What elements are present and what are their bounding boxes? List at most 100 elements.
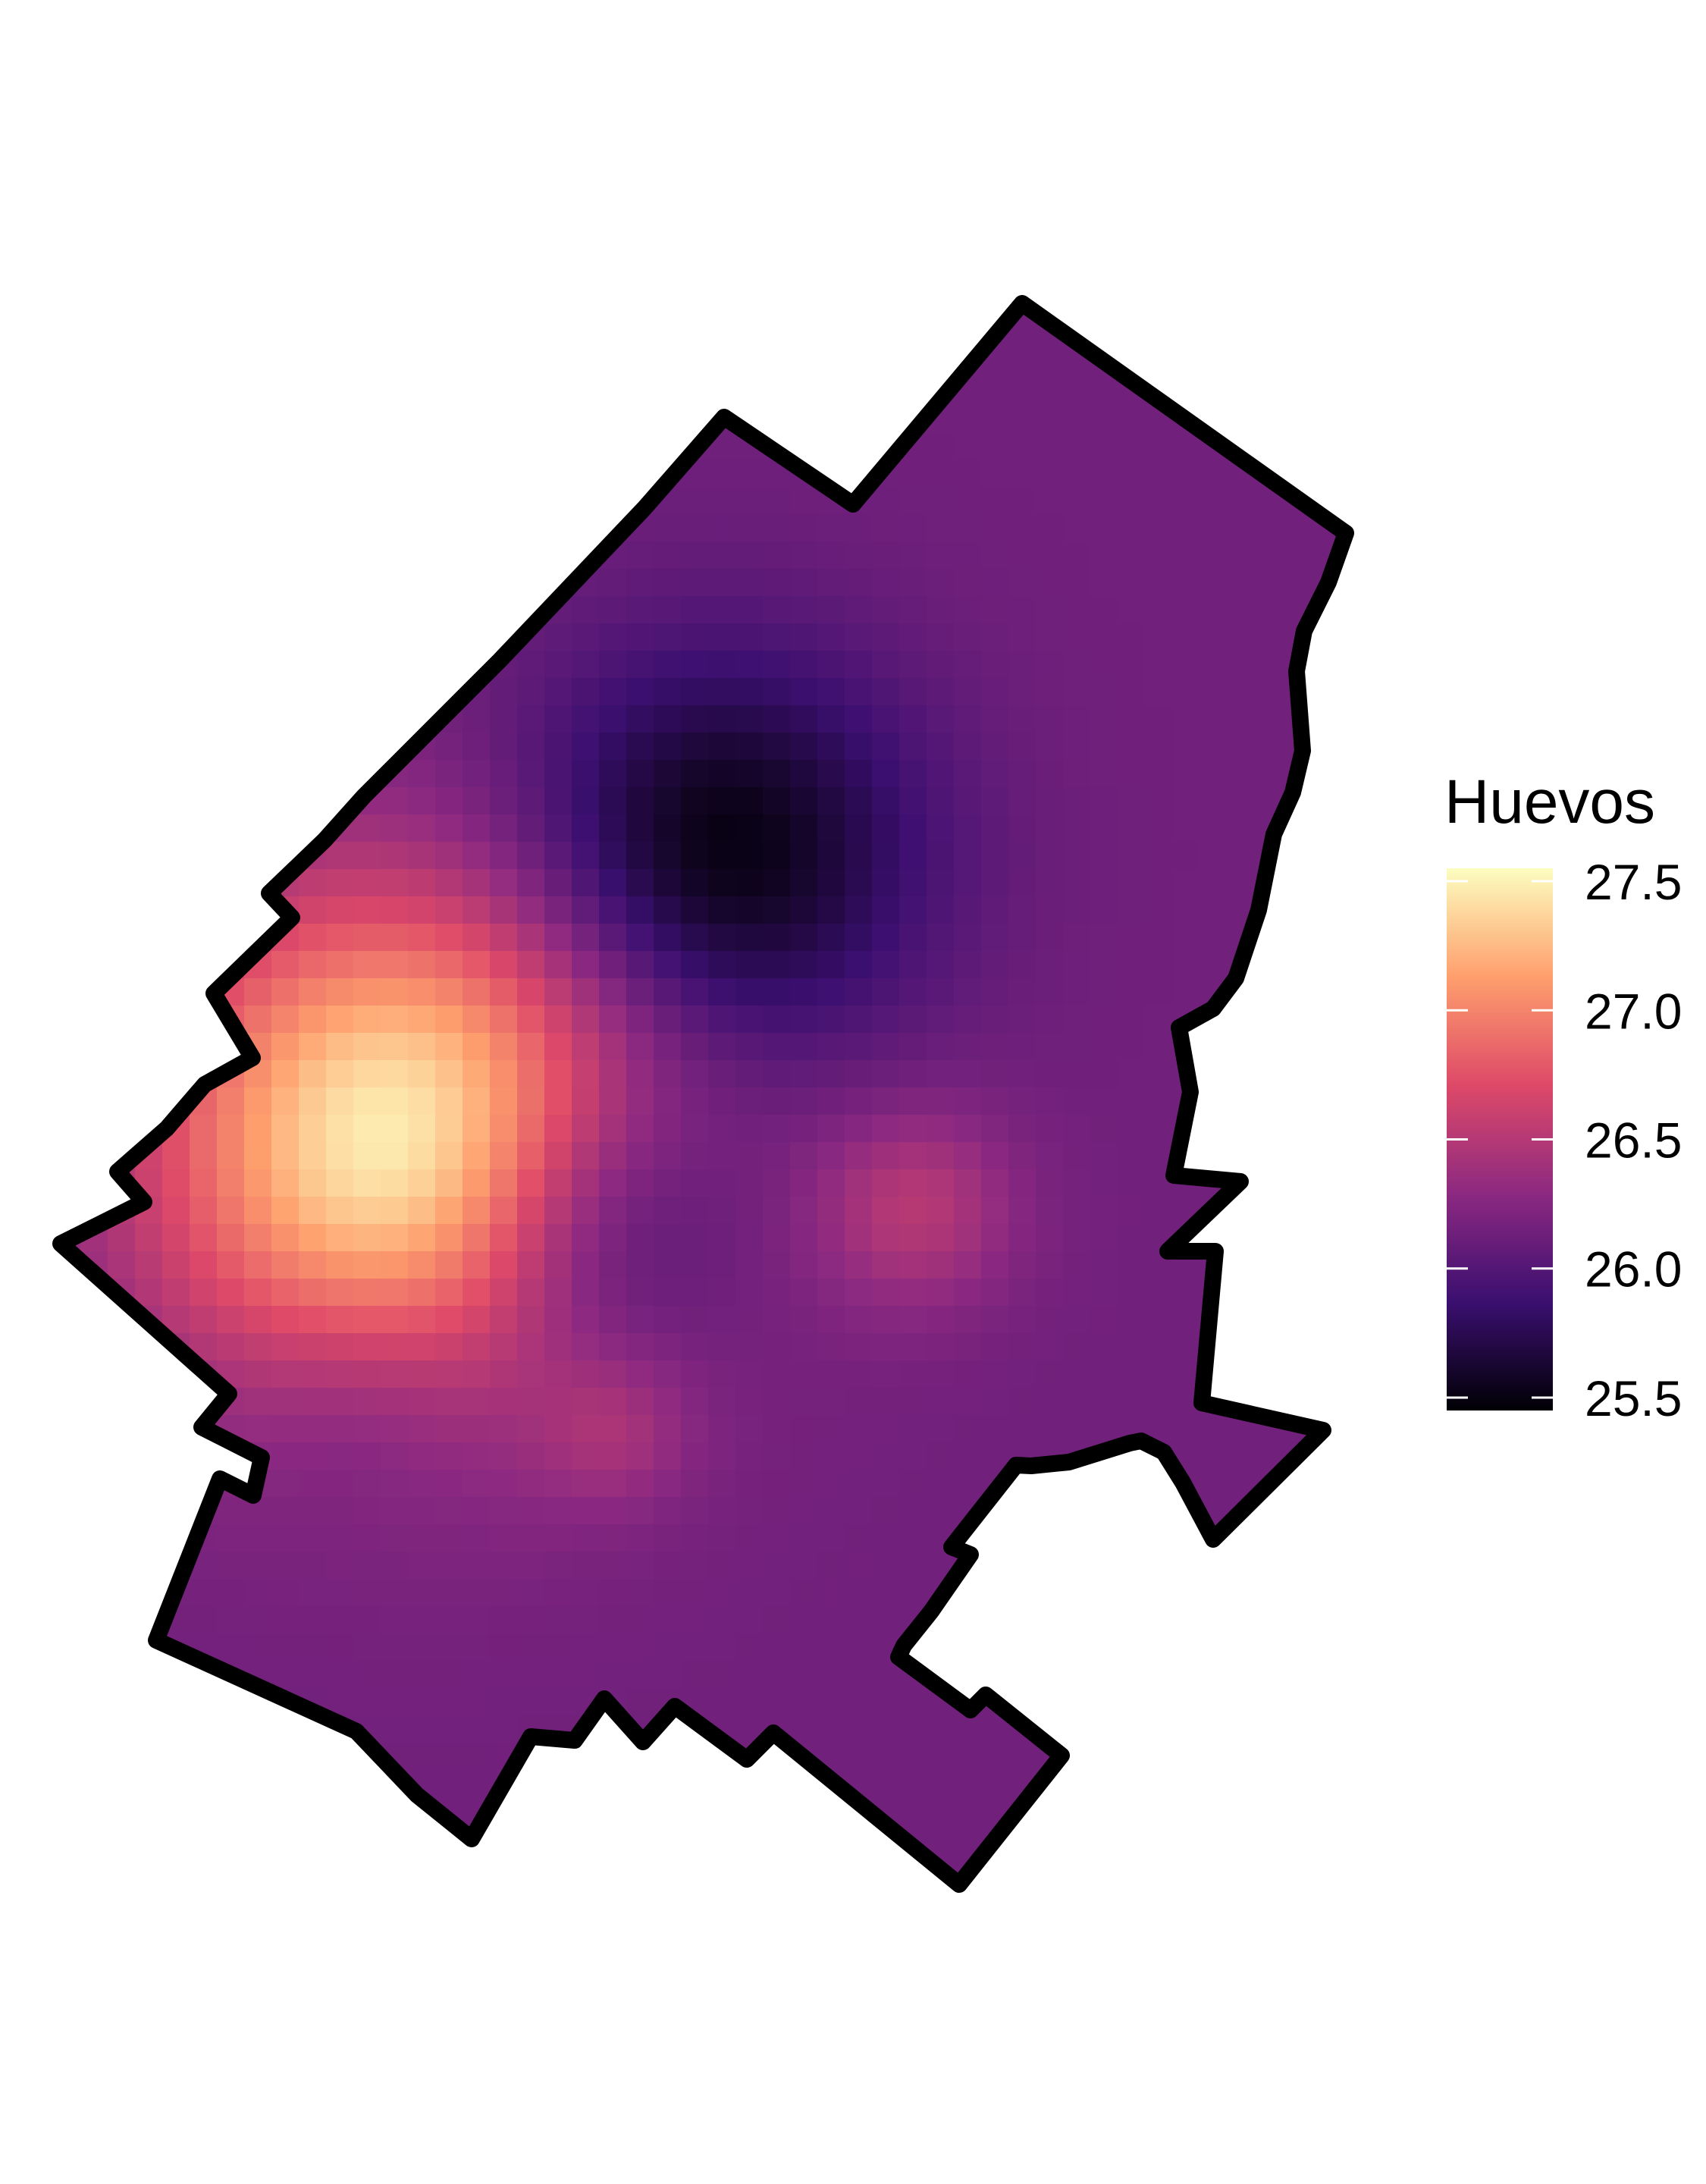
heatmap-cell bbox=[626, 1333, 654, 1361]
heatmap-cell bbox=[763, 1006, 791, 1034]
heatmap-cell bbox=[217, 378, 245, 406]
heatmap-cell bbox=[1036, 1388, 1064, 1416]
heatmap-cell bbox=[544, 1633, 572, 1662]
heatmap-cell bbox=[463, 378, 491, 406]
heatmap-cell bbox=[681, 1879, 709, 1884]
heatmap-cell bbox=[271, 1633, 299, 1662]
heatmap-cell bbox=[80, 596, 108, 624]
heatmap-cell bbox=[899, 651, 927, 679]
heatmap-cell bbox=[326, 1251, 354, 1279]
heatmap-cell bbox=[817, 323, 845, 351]
heatmap-cell bbox=[217, 1797, 245, 1825]
heatmap-cell bbox=[1118, 1169, 1146, 1197]
heatmap-cell bbox=[108, 569, 136, 597]
heatmap-cell bbox=[954, 1142, 982, 1170]
heatmap-cell bbox=[790, 1579, 818, 1607]
heatmap-cell bbox=[135, 1060, 163, 1088]
heatmap-cell bbox=[899, 1033, 927, 1061]
heatmap-cell bbox=[1281, 1197, 1309, 1225]
heatmap-cell bbox=[135, 1006, 163, 1034]
heatmap-cell bbox=[1036, 1497, 1064, 1525]
heatmap-cell bbox=[1090, 1606, 1118, 1634]
heatmap-cell bbox=[572, 460, 600, 488]
heatmap-cell bbox=[899, 1333, 927, 1361]
heatmap-cell bbox=[408, 787, 436, 815]
heatmap-cell bbox=[1254, 378, 1282, 406]
heatmap-cell bbox=[1281, 1224, 1309, 1252]
heatmap-cell bbox=[162, 350, 190, 378]
heatmap-cell bbox=[217, 460, 245, 488]
heatmap-cell bbox=[271, 1087, 299, 1116]
heatmap-cell bbox=[899, 1470, 927, 1498]
heatmap-cell bbox=[1118, 1797, 1146, 1825]
heatmap-cell bbox=[763, 651, 791, 679]
heatmap-cell bbox=[1036, 1415, 1064, 1443]
heatmap-cell bbox=[353, 596, 381, 624]
heatmap-cell bbox=[271, 705, 299, 733]
heatmap-cell bbox=[1172, 623, 1200, 651]
heatmap-cell bbox=[1118, 842, 1146, 870]
heatmap-cell bbox=[1145, 1197, 1173, 1225]
heatmap-cell bbox=[1172, 924, 1200, 952]
heatmap-cell bbox=[408, 1087, 436, 1116]
heatmap-cell bbox=[435, 432, 463, 460]
heatmap-cell bbox=[735, 1524, 764, 1552]
heatmap-cell bbox=[1336, 705, 1346, 733]
heatmap-cell bbox=[1118, 1251, 1146, 1279]
heatmap-cell bbox=[1090, 1770, 1118, 1798]
heatmap-cell bbox=[217, 869, 245, 897]
heatmap-cell bbox=[1145, 432, 1173, 460]
heatmap-cell bbox=[954, 569, 982, 597]
heatmap-cell bbox=[1309, 1852, 1337, 1880]
heatmap-cell bbox=[61, 1661, 81, 1689]
heatmap-cell bbox=[353, 814, 381, 843]
heatmap-cell bbox=[681, 1197, 709, 1225]
heatmap-cell bbox=[1200, 487, 1228, 515]
heatmap-cell bbox=[681, 1333, 709, 1361]
heatmap-cell bbox=[1281, 1033, 1309, 1061]
heatmap-cell bbox=[654, 1388, 682, 1416]
heatmap-cell bbox=[1063, 1142, 1091, 1170]
heatmap-cell bbox=[544, 1388, 572, 1416]
heatmap-cell bbox=[271, 1197, 299, 1225]
heatmap-cell bbox=[981, 978, 1009, 1006]
heatmap-cell bbox=[135, 1579, 163, 1607]
heatmap-cell bbox=[353, 487, 381, 515]
heatmap-cell bbox=[463, 1197, 491, 1225]
heatmap-cell bbox=[1008, 924, 1036, 952]
heatmap-cell bbox=[763, 896, 791, 924]
heatmap-cell bbox=[353, 1306, 381, 1334]
heatmap-cell bbox=[61, 432, 81, 460]
heatmap-cell bbox=[271, 1797, 299, 1825]
heatmap-cell bbox=[244, 623, 272, 651]
heatmap-cell bbox=[326, 1087, 354, 1116]
heatmap-cell bbox=[654, 432, 682, 460]
heatmap-cell bbox=[490, 1661, 518, 1689]
heatmap-cell bbox=[572, 1606, 600, 1634]
heatmap-cell bbox=[162, 303, 190, 324]
heatmap-cell bbox=[299, 1197, 327, 1225]
heatmap-cell bbox=[899, 1306, 927, 1334]
heatmap-cell bbox=[872, 1279, 900, 1307]
heatmap-cell bbox=[1145, 1688, 1173, 1716]
heatmap-cell bbox=[981, 1442, 1009, 1470]
heatmap-cell bbox=[681, 1087, 709, 1116]
heatmap-cell bbox=[899, 1743, 927, 1771]
heatmap-cell bbox=[708, 1142, 736, 1170]
heatmap-cell bbox=[80, 1688, 108, 1716]
heatmap-cell bbox=[517, 1169, 545, 1197]
heatmap-cell bbox=[954, 596, 982, 624]
heatmap-cell bbox=[708, 1060, 736, 1088]
heatmap-cell bbox=[162, 514, 190, 542]
heatmap-cell bbox=[162, 1688, 190, 1716]
heatmap-cell bbox=[61, 978, 81, 1006]
heatmap-cell bbox=[190, 1006, 218, 1034]
heatmap-cell bbox=[190, 760, 218, 788]
heatmap-cell bbox=[981, 869, 1009, 897]
heatmap-cell bbox=[408, 978, 436, 1006]
heatmap-cell bbox=[408, 1142, 436, 1170]
heatmap-cell bbox=[326, 432, 354, 460]
heatmap-cell bbox=[708, 1033, 736, 1061]
heatmap-cell bbox=[463, 1552, 491, 1580]
heatmap-cell bbox=[1036, 1661, 1064, 1689]
